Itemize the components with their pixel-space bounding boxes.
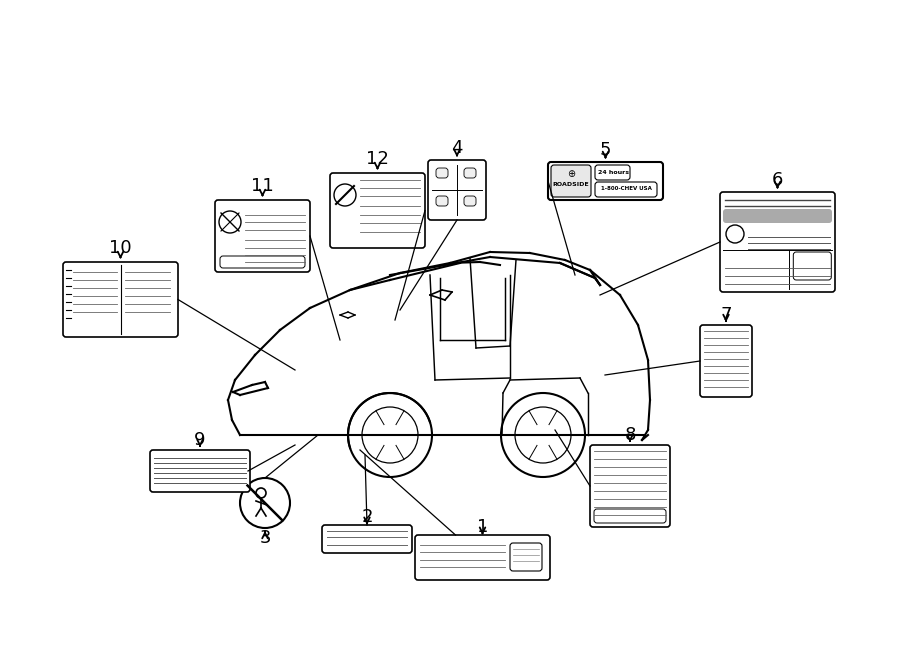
- FancyBboxPatch shape: [590, 445, 670, 527]
- Text: 8: 8: [625, 426, 635, 444]
- Text: 5: 5: [599, 141, 611, 159]
- Text: 6: 6: [772, 171, 783, 189]
- FancyBboxPatch shape: [595, 165, 630, 180]
- Text: 7: 7: [720, 306, 732, 324]
- FancyBboxPatch shape: [215, 200, 310, 272]
- Text: 24 hours: 24 hours: [598, 169, 628, 175]
- FancyBboxPatch shape: [63, 262, 178, 337]
- Text: 1-800-CHEV USA: 1-800-CHEV USA: [600, 186, 652, 192]
- FancyBboxPatch shape: [464, 196, 476, 206]
- FancyBboxPatch shape: [510, 543, 542, 571]
- FancyBboxPatch shape: [464, 168, 476, 178]
- FancyBboxPatch shape: [428, 160, 486, 220]
- FancyBboxPatch shape: [700, 325, 752, 397]
- Text: 1: 1: [477, 518, 488, 536]
- Text: 3: 3: [259, 529, 271, 547]
- Text: 10: 10: [109, 239, 131, 257]
- FancyBboxPatch shape: [594, 509, 666, 523]
- FancyBboxPatch shape: [322, 525, 412, 553]
- FancyBboxPatch shape: [793, 252, 832, 280]
- FancyBboxPatch shape: [723, 209, 832, 223]
- Text: 2: 2: [361, 508, 373, 526]
- FancyBboxPatch shape: [436, 168, 448, 178]
- FancyBboxPatch shape: [720, 192, 835, 292]
- FancyBboxPatch shape: [551, 165, 591, 197]
- Text: 11: 11: [251, 177, 274, 195]
- FancyBboxPatch shape: [150, 450, 250, 492]
- FancyBboxPatch shape: [595, 182, 657, 197]
- FancyBboxPatch shape: [548, 162, 663, 200]
- Text: ⊕: ⊕: [567, 169, 575, 179]
- FancyBboxPatch shape: [330, 173, 425, 248]
- Text: 12: 12: [366, 150, 389, 168]
- FancyBboxPatch shape: [436, 196, 448, 206]
- Text: 9: 9: [194, 431, 206, 449]
- Text: 4: 4: [451, 139, 463, 157]
- FancyBboxPatch shape: [220, 256, 305, 268]
- FancyBboxPatch shape: [415, 535, 550, 580]
- Text: ROADSIDE: ROADSIDE: [553, 182, 590, 186]
